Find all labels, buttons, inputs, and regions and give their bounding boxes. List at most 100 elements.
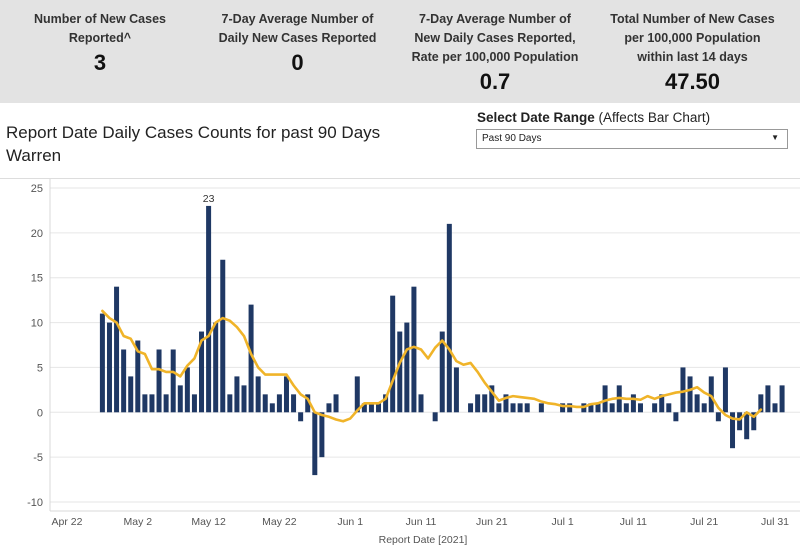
- bar-daily-cases: [326, 403, 332, 413]
- x-tick-label: May 22: [262, 516, 297, 528]
- bar-daily-cases: [291, 394, 297, 413]
- bar-daily-cases: [609, 403, 615, 413]
- bar-daily-cases: [659, 394, 665, 413]
- y-tick-label: 20: [31, 228, 43, 240]
- bar-daily-cases: [404, 322, 410, 413]
- kpi-label: Number of New Cases Reported^: [34, 12, 166, 45]
- dropdown-arrow-icon[interactable]: ▼: [771, 133, 779, 142]
- kpi-14day-total: Total Number of New Cases per 100,000 Pop…: [600, 10, 785, 95]
- bar-daily-cases: [206, 205, 212, 413]
- bar-daily-cases: [99, 313, 105, 413]
- bar-daily-cases: [722, 367, 728, 413]
- y-tick-label: -10: [27, 497, 43, 509]
- x-tick-label: Jun 1: [337, 516, 363, 528]
- bar-daily-cases: [397, 331, 403, 413]
- chart-title-line1: Report Date Daily Cases Counts for past …: [6, 123, 381, 142]
- bar-daily-cases: [708, 376, 714, 413]
- y-tick-label: 0: [37, 407, 43, 419]
- chart-title: Report Date Daily Cases Counts for past …: [6, 121, 380, 167]
- bar-daily-cases: [475, 394, 481, 413]
- kpi-new-cases: Number of New Cases Reported^ 3: [10, 10, 190, 76]
- bar-daily-cases: [482, 394, 488, 413]
- bar-daily-cases: [156, 349, 162, 413]
- bar-daily-cases: [191, 394, 197, 413]
- x-tick-label: Jul 1: [552, 516, 574, 528]
- bar-daily-cases: [637, 403, 643, 413]
- bar-daily-cases: [503, 394, 509, 413]
- x-tick-label: May 2: [124, 516, 153, 528]
- chart-frame: -10 -5 0 5 10 15 20 25 Apr 22 May 2 May 12 May 22 Ju…: [0, 178, 800, 554]
- x-tick-label: Apr 22: [52, 516, 83, 528]
- bar-daily-cases: [390, 295, 396, 413]
- y-tick-label: 10: [31, 318, 43, 330]
- bar-daily-cases: [446, 223, 452, 413]
- x-tick-label: Jul 21: [690, 516, 718, 528]
- bar-daily-cases: [234, 376, 240, 413]
- bar-daily-cases: [453, 367, 459, 413]
- y-tick-label: 25: [31, 183, 43, 195]
- bar-daily-cases: [715, 412, 721, 422]
- x-tick-label: Jun 11: [406, 516, 437, 528]
- bar-daily-cases: [595, 403, 601, 413]
- bar-daily-cases: [283, 376, 289, 413]
- bar-daily-cases: [730, 412, 736, 449]
- bar-daily-cases: [694, 394, 700, 413]
- bar-daily-cases: [333, 394, 339, 413]
- bar-daily-cases: [305, 394, 311, 413]
- bar-daily-cases: [623, 403, 629, 413]
- bar-daily-cases: [779, 385, 785, 413]
- bar-daily-cases: [772, 403, 778, 413]
- kpi-label: Total Number of New Cases per 100,000 Pop…: [610, 12, 775, 64]
- x-axis-label: Report Date [2021]: [379, 534, 468, 546]
- bar-daily-cases: [758, 394, 764, 413]
- bar-daily-cases: [383, 394, 389, 413]
- bar-daily-cases: [418, 394, 424, 413]
- y-tick-label: 5: [37, 362, 43, 374]
- y-tick-label: -5: [33, 452, 43, 464]
- bar-daily-cases: [744, 412, 750, 440]
- bar-daily-cases: [701, 403, 707, 413]
- kpi-label: 7-Day Average Number of Daily New Cases R…: [218, 12, 377, 45]
- bar-chart: -10 -5 0 5 10 15 20 25 Apr 22 May 2 May 12 May 22 Ju…: [27, 179, 800, 546]
- kpi-value: 3: [93, 50, 107, 75]
- bar-daily-cases: [199, 331, 205, 413]
- kpi-bar: Number of New Cases Reported^ 3 7-Day Ave…: [0, 0, 800, 103]
- date-range-selected: Past 90 Days: [482, 133, 542, 144]
- date-range-select[interactable]: Past 90 Days ▼: [476, 129, 788, 149]
- bar-daily-cases: [468, 403, 474, 413]
- bar-daily-cases: [184, 367, 190, 413]
- x-tick-label: Jun 21: [476, 516, 508, 528]
- bar-daily-cases: [751, 412, 757, 431]
- bar-daily-cases: [496, 403, 502, 413]
- bar-daily-cases: [517, 403, 523, 413]
- bar-daily-cases: [510, 403, 516, 413]
- bar-daily-cases: [114, 286, 120, 413]
- bar-daily-cases: [666, 403, 672, 413]
- bar-daily-cases: [538, 403, 544, 413]
- kpi-value: 0.7: [479, 69, 511, 94]
- kpi-7day-rate: 7-Day Average Number of New Daily Cases R…: [400, 10, 590, 95]
- bar-daily-cases: [121, 349, 127, 413]
- bar-daily-cases: [361, 403, 367, 413]
- kpi-7day-average: 7-Day Average Number of Daily New Cases R…: [205, 10, 390, 76]
- bar-daily-cases: [560, 403, 566, 413]
- kpi-label: 7-Day Average Number of New Daily Cases R…: [411, 12, 579, 64]
- date-range-label: Select Date Range (Affects Bar Chart): [477, 110, 711, 125]
- bar-daily-cases: [489, 385, 495, 413]
- bar-daily-cases: [213, 322, 219, 413]
- seven-day-average-line: [101, 309, 763, 423]
- bar-daily-cases: [319, 412, 325, 458]
- bar-daily-cases: [411, 286, 417, 413]
- bar-daily-cases: [262, 394, 268, 413]
- bar-daily-cases: [673, 412, 679, 422]
- bar-daily-cases: [298, 412, 304, 422]
- bar-daily-cases: [241, 385, 247, 413]
- bar-daily-cases: [432, 412, 438, 422]
- x-tick-label: May 12: [191, 516, 226, 528]
- bar-daily-cases: [588, 403, 594, 413]
- x-tick-label: Jul 31: [761, 516, 789, 528]
- bar-daily-cases: [135, 340, 141, 413]
- bar-daily-cases: [368, 403, 374, 413]
- bar-daily-cases: [220, 259, 226, 413]
- bar-daily-cases: [680, 367, 686, 413]
